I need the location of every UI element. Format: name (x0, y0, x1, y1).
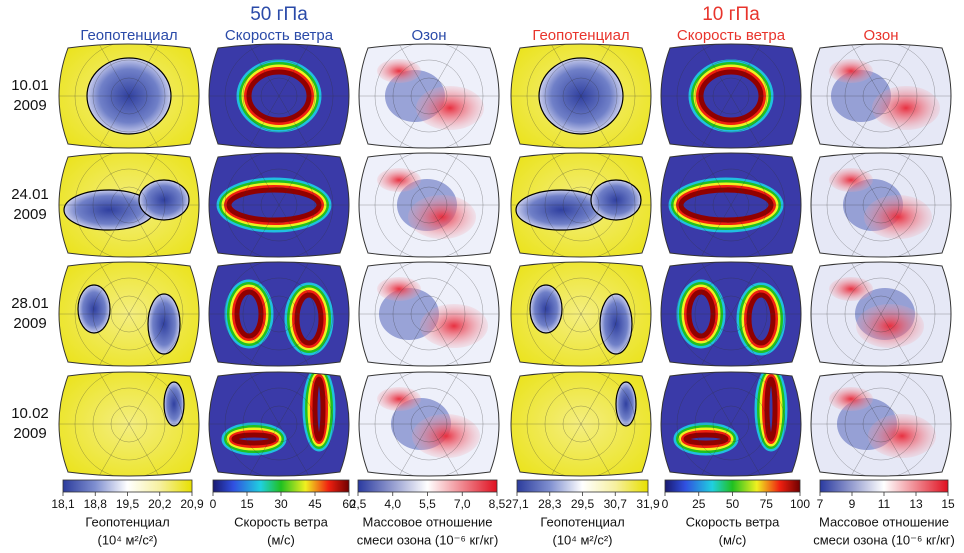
colorbar-caption: (м/с) (267, 532, 295, 547)
colorbar (665, 480, 800, 492)
low-region (600, 294, 632, 354)
level-title: 50 гПа (250, 4, 308, 25)
map-panel (339, 346, 519, 502)
figure: 50 гПа Геопотенциал Скорость ветра Озон 10 г… (0, 0, 964, 553)
ozone-high (872, 86, 940, 130)
colorbar-tick-label: 20,2 (148, 497, 172, 511)
colorbar-caption: (м/с) (719, 532, 747, 547)
colorbar-tick-label: 100 (790, 497, 810, 511)
colorbar-tick-label: 9 (849, 497, 856, 511)
colorbar-tick-label: 0 (210, 497, 217, 511)
column-title: Скорость ветра (677, 27, 786, 44)
colorbar-tick-label: 28,3 (538, 497, 562, 511)
colorbar-tick-label: 30 (274, 497, 288, 511)
colorbar-tick-label: 7 (817, 497, 824, 511)
map-panel (39, 346, 219, 502)
colorbar-tick-label: 20,9 (180, 497, 204, 511)
map-panel (39, 236, 219, 392)
low-region (148, 294, 180, 354)
map-panel (339, 127, 519, 283)
map-panel (491, 346, 671, 502)
colorbar-tick-label: 7,0 (454, 497, 471, 511)
colorbar-tick-label: 29,5 (571, 497, 595, 511)
colorbar-tick-label: 30,7 (604, 497, 628, 511)
colorbar-tick-label: 19,5 (116, 497, 140, 511)
column-title: Скорость ветра (225, 27, 334, 44)
colorbar-caption: (10⁴ м²/с²) (552, 532, 612, 547)
map-panel (641, 346, 821, 502)
ozone-high (420, 304, 488, 348)
colorbar-tick-label: 45 (308, 497, 322, 511)
colorbar-tick-label: 18,1 (51, 497, 75, 511)
map-panel (189, 127, 369, 283)
colorbar-caption: смеси озона (10⁻⁶ кг/кг) (357, 532, 499, 547)
map-panel (189, 346, 369, 502)
column-title: Геопотенциал (532, 27, 629, 44)
page: {"levels": [ {"title": "50 гПа", "color"… (0, 0, 964, 553)
colorbar-caption: смеси озона (10⁻⁶ кг/кг) (813, 532, 955, 547)
colorbar-tick-label: 0 (662, 497, 669, 511)
colorbar (63, 480, 192, 492)
colorbar-tick-label: 15 (941, 497, 955, 511)
colorbar-tick-label: 5,5 (419, 497, 436, 511)
colorbar-tick-label: 18,8 (84, 497, 108, 511)
colorbar-tick-label: 11 (878, 497, 891, 511)
row-year: 2009 (13, 425, 46, 442)
row-date: 10.01 (11, 77, 49, 94)
colorbar-tick-label: 2,5 (350, 497, 367, 511)
colorbar-tick-label: 31,9 (636, 497, 660, 511)
row-date: 10.02 (11, 405, 49, 422)
row-year: 2009 (13, 315, 46, 332)
colorbar-tick-label: 75 (760, 497, 774, 511)
row-year: 2009 (13, 206, 46, 223)
colorbar-tick-label: 50 (726, 497, 740, 511)
low-region (530, 285, 562, 333)
colorbar (358, 480, 497, 492)
colorbar-tick-label: 8,5 (489, 497, 506, 511)
map-panel (189, 236, 369, 392)
colorbar-caption: Скорость ветра (234, 514, 328, 529)
map-panel (791, 236, 964, 392)
colorbar (517, 480, 648, 492)
map-panel (791, 127, 964, 283)
colorbar-caption: Скорость ветра (686, 514, 780, 529)
colorbar-tick-label: 4,0 (384, 497, 401, 511)
ozone-high (408, 195, 476, 239)
colorbar (820, 480, 948, 492)
map-panel (339, 236, 519, 392)
map-panel (39, 127, 219, 283)
map-panel (791, 346, 964, 502)
ozone-high (868, 414, 936, 458)
colorbar-caption: Массовое отношение (819, 514, 949, 529)
colorbar-tick-label: 13 (909, 497, 923, 511)
ozone-high (416, 86, 484, 130)
colorbar-tick-label: 25 (692, 497, 706, 511)
low-region (78, 285, 110, 333)
map-panel (641, 236, 821, 392)
low-region (164, 382, 184, 426)
column-title: Геопотенциал (80, 27, 177, 44)
colorbar-tick-label: 15 (240, 497, 254, 511)
map-panel (641, 127, 821, 283)
row-year: 2009 (13, 97, 46, 114)
level-title: 10 гПа (702, 4, 760, 25)
low-region (616, 382, 636, 426)
row-date: 24.01 (11, 186, 49, 203)
colorbar-caption: Массовое отношение (362, 514, 492, 529)
column-title: Озон (863, 27, 898, 44)
ozone-high (856, 304, 924, 348)
colorbar (213, 480, 349, 492)
colorbar-caption: Геопотенциал (540, 514, 624, 529)
map-panel (491, 127, 671, 283)
colorbar-tick-label: 27,1 (505, 497, 529, 511)
colorbar-caption: (10⁴ м²/с²) (97, 532, 157, 547)
colorbar-caption: Геопотенциал (85, 514, 169, 529)
column-title: Озон (411, 27, 446, 44)
map-panel (491, 236, 671, 392)
row-date: 28.01 (11, 295, 49, 312)
